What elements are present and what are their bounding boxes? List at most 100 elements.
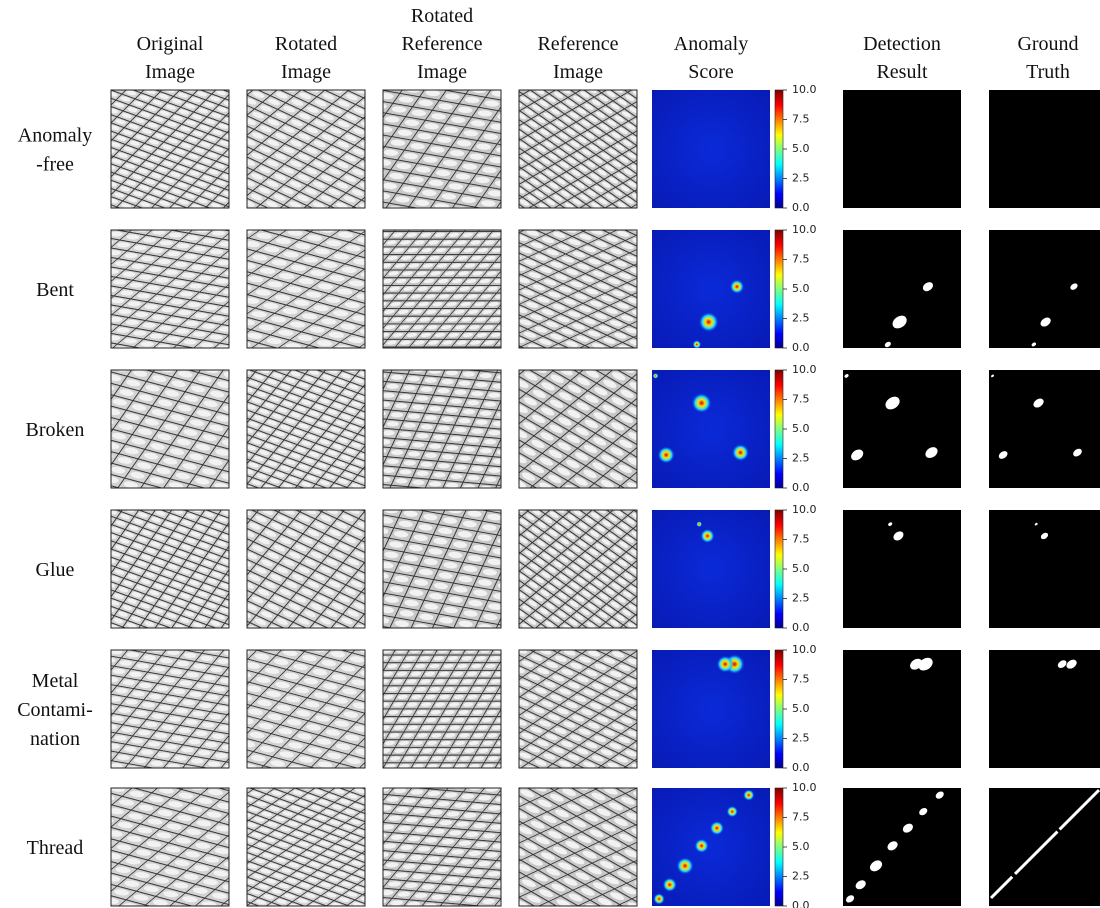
image-tile <box>247 650 365 768</box>
anomaly-spot <box>717 656 734 673</box>
colorbar <box>775 650 783 768</box>
colorbar-label: 0.0 <box>792 341 810 354</box>
anomaly-spot <box>710 821 724 835</box>
colorbar-label: 7.5 <box>792 393 810 406</box>
colorbar <box>775 788 783 906</box>
row-label: Bent <box>36 279 74 301</box>
image-tile <box>111 90 229 208</box>
image-tile <box>247 230 365 348</box>
colorbar-label: 5.0 <box>792 142 810 155</box>
image-tile <box>247 788 365 906</box>
detection-map <box>843 370 961 488</box>
anomaly-map <box>652 370 770 488</box>
image-tile <box>111 650 229 768</box>
row-label: -free <box>36 154 74 176</box>
image-tile <box>383 788 501 906</box>
anomaly-map <box>652 510 770 628</box>
image-tile <box>383 90 501 208</box>
image-tile <box>383 370 501 488</box>
colorbar-label: 10.0 <box>792 503 817 516</box>
anomaly-spot <box>677 857 694 874</box>
image-tile <box>519 788 637 906</box>
ground-truth-map <box>989 510 1100 628</box>
image-tile <box>247 370 365 488</box>
anomaly-spot <box>693 340 701 348</box>
colorbar-label: 7.5 <box>792 673 810 686</box>
image-tile <box>383 230 501 348</box>
image-tile <box>111 370 229 488</box>
row-label: Metal <box>32 670 79 692</box>
image-tile <box>519 370 637 488</box>
colorbar-label: 7.5 <box>792 533 810 546</box>
image-tile <box>247 90 365 208</box>
colorbar <box>775 370 783 488</box>
colorbar <box>775 90 783 208</box>
image-tile <box>519 230 637 348</box>
anomaly-spot <box>695 839 709 853</box>
detection-map <box>843 650 961 768</box>
anomaly-spot <box>696 521 702 527</box>
row-label: nation <box>30 728 80 750</box>
column-header: Ground <box>1017 33 1078 55</box>
colorbar-label: 0.0 <box>792 899 810 908</box>
detection-map <box>843 230 961 348</box>
column-header: Detection <box>863 33 941 55</box>
colorbar-label: 5.0 <box>792 702 810 715</box>
colorbar-label: 0.0 <box>792 201 810 214</box>
colorbar-label: 2.5 <box>792 172 810 185</box>
row-label: Glue <box>36 559 75 581</box>
colorbar-label: 10.0 <box>792 781 817 794</box>
anomaly-map <box>652 90 770 208</box>
colorbar <box>775 510 783 628</box>
colorbar-label: 10.0 <box>792 363 817 376</box>
detection-map <box>843 90 961 208</box>
anomaly-spot <box>699 312 719 332</box>
colorbar-label: 5.0 <box>792 562 810 575</box>
anomaly-spot <box>692 393 712 413</box>
colorbar-label: 10.0 <box>792 83 817 96</box>
image-tile <box>519 650 637 768</box>
anomaly-spot <box>653 893 664 904</box>
image-tile <box>111 788 229 906</box>
colorbar-label: 7.5 <box>792 253 810 266</box>
ground-truth-map <box>989 650 1100 768</box>
figure: OriginalImageRotatedImageRotatedReferenc… <box>0 0 1100 908</box>
column-header: Anomaly <box>674 33 748 55</box>
image-tile <box>383 650 501 768</box>
image-tile <box>519 90 637 208</box>
column-header: Image <box>145 61 195 83</box>
colorbar-label: 2.5 <box>792 870 810 883</box>
anomaly-spot <box>700 529 714 543</box>
colorbar <box>775 230 783 348</box>
ground-truth-map <box>989 90 1100 208</box>
colorbar-label: 5.0 <box>792 282 810 295</box>
column-header: Image <box>553 61 603 83</box>
image-tile <box>111 510 229 628</box>
colorbar-label: 5.0 <box>792 422 810 435</box>
anomaly-spot <box>653 373 659 379</box>
image-tile <box>111 230 229 348</box>
image-tile <box>383 510 501 628</box>
colorbar-label: 5.0 <box>792 840 810 853</box>
column-header: Reference <box>537 33 618 55</box>
column-header: Image <box>417 61 467 83</box>
image-tile <box>519 510 637 628</box>
column-header: Rotated <box>275 33 337 55</box>
colorbar-label: 2.5 <box>792 312 810 325</box>
column-header: Truth <box>1026 61 1070 83</box>
column-header: Reference <box>401 33 482 55</box>
ground-truth-map <box>989 370 1100 488</box>
column-header: Image <box>281 61 331 83</box>
anomaly-map <box>652 650 770 768</box>
colorbar-label: 10.0 <box>792 223 817 236</box>
colorbar-label: 7.5 <box>792 811 810 824</box>
anomaly-spot <box>727 806 738 817</box>
row-label: Anomaly <box>18 125 92 147</box>
anomaly-spot <box>743 789 754 800</box>
anomaly-spot <box>658 447 675 464</box>
column-header: Score <box>688 61 734 83</box>
colorbar-label: 0.0 <box>792 481 810 494</box>
row-label: Contami- <box>17 699 93 721</box>
colorbar-label: 2.5 <box>792 592 810 605</box>
colorbar-label: 2.5 <box>792 452 810 465</box>
